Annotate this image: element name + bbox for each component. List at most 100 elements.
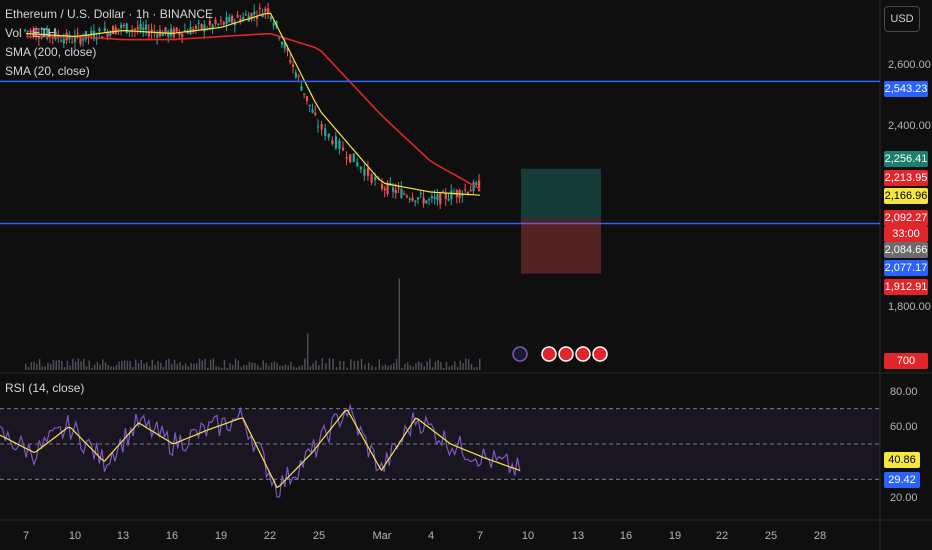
candle-body [294,72,298,78]
volume-bar [187,366,190,370]
candle-body [60,40,63,42]
volume-bar [240,367,242,370]
volume-bar [25,363,27,370]
price-axis-tick: 2,600.00 [888,59,931,71]
volume-bar [259,367,262,370]
volume-bar [215,366,217,370]
candle-body [403,193,406,195]
volume-bar [279,365,281,370]
volume-bar [157,360,159,370]
volume-bar [184,363,187,370]
candle-body [200,24,203,29]
candle-body [106,31,109,37]
volume-bar [473,367,475,370]
candle-body [175,27,178,32]
volume-bar [357,360,359,370]
volume-bar [248,361,251,370]
candle-body [136,27,139,30]
volume-bar [30,362,33,370]
volume-bar [451,365,453,370]
candle-body [145,24,148,30]
sma20-line [25,12,481,196]
rsi-axis-tick: 80.00 [890,386,918,398]
volume-bar [140,360,142,370]
volume-bar [204,358,206,370]
candle-body [450,190,453,200]
candle-body [156,33,159,38]
volume-bar [151,359,154,370]
candle-body [217,23,220,25]
candle-body [349,154,352,163]
candle-body [131,29,134,31]
volume-bar [137,362,140,370]
candle-body [242,16,245,21]
volume-bar [134,359,137,370]
candle-body [314,112,317,115]
volume-bar [429,358,431,370]
volume-bar [459,360,462,370]
candle-body [183,30,187,32]
sma200-legend[interactable]: SMA (200, close) [5,45,97,59]
sma20-legend[interactable]: SMA (20, close) [5,64,90,78]
candle-body [79,37,82,44]
candle-body [405,195,409,198]
candle-body [211,24,214,29]
candle-body [320,123,323,130]
candle-body [341,147,345,151]
price-tag: 2,084.66 [884,242,928,258]
volume-legend[interactable]: Vol · ETH [5,26,57,40]
volume-bar [321,358,324,370]
rsi-band-fill [0,408,880,480]
volume-bar [276,362,278,370]
volume-bar [229,363,231,370]
candle-body [161,32,164,37]
volume-bar [426,361,428,370]
volume-bar [121,360,123,370]
candle-body [133,28,137,30]
candle-body [142,27,145,31]
candle-body [275,21,278,27]
volume-bar [182,365,184,370]
candle-body [334,136,338,149]
time-axis-label: 4 [428,530,434,542]
candle-body [272,23,275,26]
price-tag: 2,256.41 [884,151,928,167]
time-axis-label: 13 [117,530,129,542]
volume-bar [342,361,345,370]
volume-bar [378,359,381,370]
volume-bar [77,358,80,370]
candle-body [239,18,242,23]
volume-bar [456,366,459,370]
volume-bar [132,366,134,370]
candle-body [327,133,330,138]
volume-bar [328,358,331,370]
price-axis-tick: 1,800.00 [888,301,931,313]
us-flag-icon [575,346,591,362]
candle-body [278,37,281,39]
volume-bar [381,365,384,370]
volume-bar [123,360,126,370]
candle-body [231,15,234,23]
candle-body [267,8,270,14]
volume-bar [218,366,220,370]
candle-body [436,194,439,201]
time-axis-label: 13 [572,530,584,542]
currency-button[interactable]: USD [884,6,920,32]
rsi-legend[interactable]: RSI (14, close) [5,381,85,395]
candle-body [258,7,261,9]
candle-body [264,8,267,12]
volume-bar [304,358,306,370]
volume-bar [409,365,412,370]
symbol-title[interactable]: Ethereum / U.S. Dollar · 1h · BINANCE [5,7,214,21]
candle-body [400,188,403,198]
price-tag: 2,543.23 [884,81,928,97]
candle-body [392,187,395,192]
volume-bar [415,363,417,370]
volume-bar [309,366,312,370]
candle-body [363,169,366,176]
volume-bar [112,366,115,370]
volume-bar [226,367,228,370]
candle-body [164,27,167,33]
price-tag: 1,912.91 [884,279,928,295]
